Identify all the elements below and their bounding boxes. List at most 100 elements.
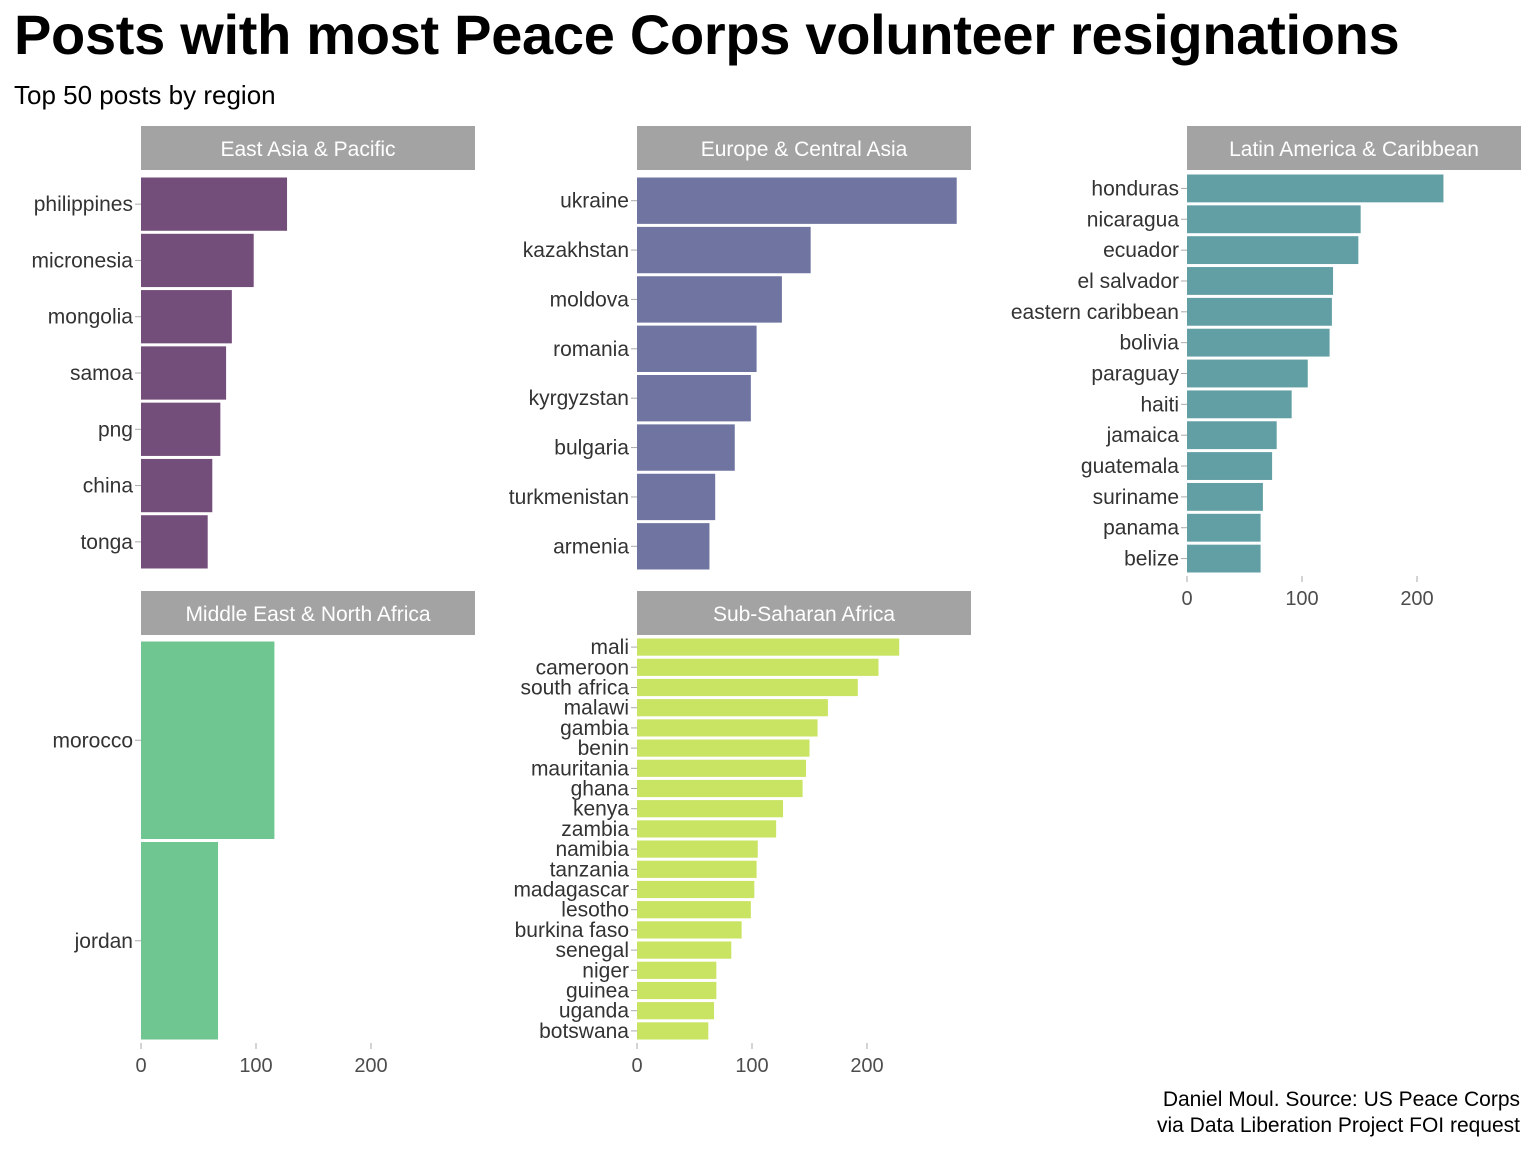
category-label-png: png	[98, 418, 133, 441]
bar-honduras	[1187, 174, 1444, 203]
bar-el-salvador	[1187, 267, 1334, 295]
category-label-suriname: suriname	[1093, 486, 1179, 509]
category-label-kenya: kenya	[573, 798, 629, 821]
bar-ghana	[637, 779, 803, 798]
bar-senegal	[637, 941, 732, 959]
facet-label-latin-america-caribbean: Latin America & Caribbean	[1229, 138, 1479, 161]
bar-cameroon	[637, 658, 879, 676]
bar-china	[141, 458, 213, 513]
category-label-moldova: moldova	[550, 288, 630, 311]
facet-label-east-asia-pacific: East Asia & Pacific	[220, 138, 395, 161]
bar-armenia	[637, 523, 710, 570]
category-label-china: china	[83, 475, 134, 498]
bar-moldova	[637, 276, 782, 323]
bar-bolivia	[1187, 328, 1330, 357]
bar-gambia	[637, 719, 818, 737]
bar-malawi	[637, 699, 828, 717]
caption-line-1: Daniel Moul. Source: US Peace Corps	[1162, 1088, 1520, 1111]
category-label-madagascar: madagascar	[513, 879, 629, 902]
category-label-malawi: malawi	[564, 697, 629, 720]
facet-strip-sub-saharan-africa	[637, 591, 971, 635]
bar-guatemala	[1187, 452, 1273, 480]
category-label-mauritania: mauritania	[531, 757, 629, 780]
bar-philippines	[141, 177, 288, 231]
category-label-uganda: uganda	[559, 1000, 629, 1023]
bar-burkina-faso	[637, 921, 742, 939]
bar-kazakhstan	[637, 226, 811, 274]
bar-morocco	[141, 641, 275, 839]
bar-south-africa	[637, 678, 858, 697]
bar-micronesia	[141, 233, 254, 288]
x-tick-label-latin-america-caribbean-100: 100	[1285, 588, 1318, 610]
category-label-kyrgyzstan: kyrgyzstan	[529, 387, 629, 410]
facet-label-middle-east-north-africa: Middle East & North Africa	[185, 603, 430, 626]
caption-line-2: via Data Liberation Project FOI request	[1156, 1114, 1520, 1137]
category-label-niger: niger	[582, 959, 629, 982]
category-label-benin: benin	[578, 737, 629, 760]
bar-tanzania	[637, 860, 757, 878]
bar-paraguay	[1187, 359, 1308, 388]
bar-lesotho	[637, 901, 751, 919]
category-label-romania: romania	[553, 338, 629, 361]
bar-png	[141, 402, 221, 456]
category-label-eastern-caribbean: eastern caribbean	[1011, 301, 1179, 324]
bar-panama	[1187, 513, 1261, 542]
facet-strip-latin-america-caribbean	[1187, 126, 1521, 170]
bar-botswana	[637, 1022, 709, 1040]
category-label-armenia: armenia	[553, 535, 629, 558]
facet-strip-east-asia-pacific	[141, 126, 475, 170]
bar-belize	[1187, 544, 1261, 573]
bar-zambia	[637, 820, 777, 838]
category-label-philippines: philippines	[34, 193, 133, 216]
category-label-gambia: gambia	[560, 717, 629, 740]
category-label-kazakhstan: kazakhstan	[523, 239, 629, 262]
category-label-ecuador: ecuador	[1103, 239, 1179, 262]
bar-romania	[637, 325, 757, 372]
facet-strip-middle-east-north-africa	[141, 591, 475, 635]
category-label-belize: belize	[1124, 548, 1179, 571]
chart-title: Posts with most Peace Corps volunteer re…	[14, 3, 1400, 66]
category-label-mali: mali	[590, 636, 629, 659]
bar-namibia	[637, 840, 758, 858]
facet-label-sub-saharan-africa: Sub-Saharan Africa	[713, 603, 895, 626]
bar-nicaragua	[1187, 205, 1361, 234]
bar-madagascar	[637, 880, 755, 899]
bar-samoa	[141, 346, 227, 400]
bar-mongolia	[141, 290, 232, 344]
category-label-botswana: botswana	[539, 1020, 629, 1043]
category-label-guinea: guinea	[566, 980, 629, 1003]
bar-tonga	[141, 515, 208, 569]
category-label-ghana: ghana	[571, 778, 630, 801]
bar-benin	[637, 739, 810, 757]
category-label-tanzania: tanzania	[550, 858, 630, 881]
category-label-el-salvador: el salvador	[1077, 270, 1179, 293]
bar-jordan	[141, 842, 219, 1040]
x-tick-label-sub-saharan-africa-100: 100	[735, 1055, 768, 1077]
bar-uganda	[637, 1002, 715, 1020]
chart-subtitle: Top 50 posts by region	[14, 80, 276, 110]
category-label-jordan: jordan	[74, 930, 133, 953]
bar-suriname	[1187, 482, 1263, 511]
x-tick-label-middle-east-north-africa-200: 200	[354, 1055, 387, 1077]
category-label-haiti: haiti	[1140, 393, 1179, 416]
category-label-nicaragua: nicaragua	[1087, 208, 1180, 231]
bar-bulgaria	[637, 424, 735, 471]
bar-ukraine	[637, 177, 957, 224]
category-label-panama: panama	[1103, 517, 1179, 540]
category-label-namibia: namibia	[555, 838, 629, 861]
x-tick-label-latin-america-caribbean-200: 200	[1400, 588, 1433, 610]
x-tick-label-latin-america-caribbean-0: 0	[1181, 588, 1192, 610]
bar-guinea	[637, 981, 717, 1000]
category-label-tonga: tonga	[80, 531, 133, 554]
category-label-south-africa: south africa	[520, 677, 629, 700]
category-label-burkina-faso: burkina faso	[515, 919, 629, 942]
bar-kenya	[637, 800, 784, 818]
bar-niger	[637, 961, 717, 979]
x-tick-label-middle-east-north-africa-0: 0	[135, 1055, 146, 1077]
facet-label-europe-central-asia: Europe & Central Asia	[701, 138, 908, 161]
bar-haiti	[1187, 390, 1292, 419]
bar-kyrgyzstan	[637, 375, 751, 422]
category-label-honduras: honduras	[1091, 177, 1179, 200]
category-label-ukraine: ukraine	[560, 190, 629, 213]
